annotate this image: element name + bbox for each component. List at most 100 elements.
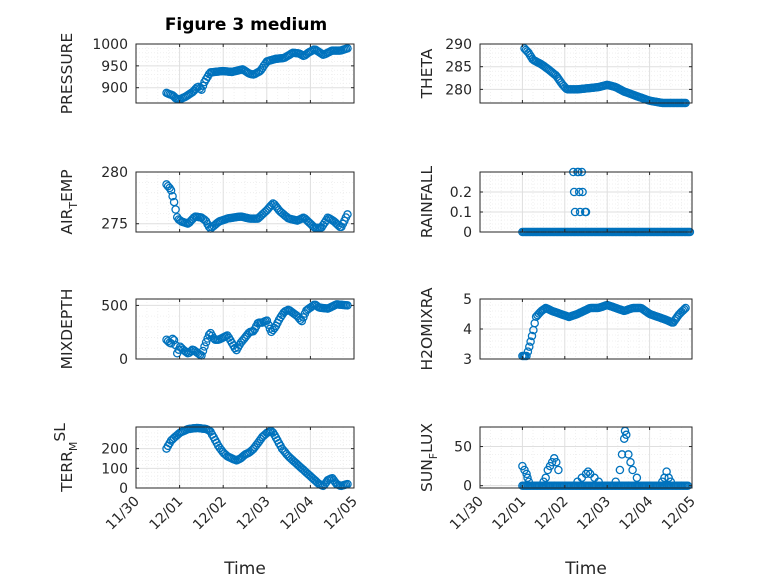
axes-box: [135, 298, 355, 360]
y-axis-label: RAINFALL: [418, 165, 436, 238]
data-point: [632, 473, 642, 483]
y-axis-label: AIRTEMP: [58, 169, 80, 234]
y-tick-label: 0: [463, 225, 472, 241]
y-tick-label: 290: [445, 37, 472, 53]
figure-title: Figure 3 medium: [165, 15, 327, 35]
data-point: [574, 187, 584, 197]
y-tick-label: 100: [101, 461, 128, 477]
y-axis-label-main: AIR: [58, 208, 76, 234]
axes-box: [479, 43, 693, 104]
subplot-5: 0 500 MIXDEPTH: [58, 289, 355, 370]
subplot-1: 900 950 1000 PRESSURE: [58, 33, 355, 115]
y-tick-label: 5: [463, 292, 472, 308]
data-point: [523, 347, 533, 356]
data-point: [578, 187, 587, 197]
data-point: [197, 85, 206, 94]
data-point: [171, 205, 180, 214]
y-axis-label: TERRMSL: [51, 423, 80, 493]
data-point: [624, 450, 633, 459]
data-point: [299, 313, 308, 322]
x-axis-label: Time: [223, 559, 266, 579]
y-axis-label-main: RAINFALL: [418, 165, 436, 238]
data-point: [526, 337, 535, 346]
data-point: [594, 477, 603, 486]
data-point: [554, 465, 563, 475]
data-point: [611, 477, 620, 486]
data-point: [200, 342, 209, 351]
data-point: [524, 477, 534, 486]
data-point: [198, 81, 208, 91]
subplot-4: 0 0.1 0.2 RAINFALL: [418, 165, 695, 241]
y-tick-label: 200: [101, 442, 128, 458]
y-axis-label-main: THETA: [418, 48, 436, 99]
y-tick-label: 500: [101, 298, 128, 314]
data-point: [570, 207, 580, 217]
y-axis-label-superscript: SL: [51, 423, 69, 442]
y-tick-label: 900: [101, 81, 128, 97]
data-point: [680, 305, 689, 314]
axes-box: [479, 426, 693, 489]
y-tick-label: 3: [463, 352, 472, 368]
y-axis-label-main: H2OMIXRA: [418, 287, 436, 370]
y-tick-label: 950: [101, 59, 128, 75]
y-tick-label: 0.1: [450, 205, 472, 221]
y-tick-label: 0: [119, 481, 128, 497]
axes-box: [135, 43, 355, 104]
data-point: [575, 207, 585, 217]
data-point: [583, 467, 593, 476]
data-point: [525, 342, 534, 351]
axes-box: [479, 171, 693, 233]
data-point: [626, 457, 635, 467]
x-axis-label: Time: [564, 559, 607, 579]
data-point: [552, 457, 561, 467]
data-point: [317, 49, 326, 58]
data-point: [524, 48, 533, 58]
data-point: [343, 44, 352, 53]
y-tick-label: 285: [445, 60, 472, 76]
y-axis-label: PRESSURE: [58, 33, 76, 115]
data-point: [569, 187, 579, 197]
data-point: [678, 306, 688, 315]
subplot-2: 280 285 290 THETA: [418, 37, 693, 108]
y-axis-label-subscript: M: [67, 442, 80, 452]
subplot-3: 275 280 AIRTEMP: [58, 165, 355, 235]
y-axis-label-subscript: F: [427, 453, 440, 459]
y-axis-label: THETA: [418, 48, 436, 99]
y-axis-label-main: SUN: [418, 459, 436, 492]
data-point: [168, 191, 177, 201]
axes-box: [135, 171, 355, 233]
y-axis-label-subscript: T: [67, 202, 80, 210]
y-axis-label: SUNFLUX: [418, 423, 440, 492]
data-point: [169, 335, 179, 345]
y-axis-label: H2OMIXRA: [418, 287, 436, 370]
data-point: [198, 346, 208, 356]
y-tick-label: 50: [454, 440, 472, 456]
y-axis-label-main: PRESSURE: [58, 33, 76, 115]
data-point: [617, 450, 627, 459]
axes-box: [135, 426, 355, 489]
y-tick-label: 0.2: [450, 185, 472, 201]
y-axis-label-main: TERR: [58, 451, 76, 493]
data-point: [681, 303, 690, 313]
data-point: [343, 210, 352, 219]
data-point: [166, 186, 176, 195]
y-tick-label: 0: [463, 479, 472, 495]
y-tick-label: 1000: [92, 37, 128, 53]
data-point: [541, 473, 550, 483]
data-point: [522, 469, 531, 479]
data-point: [523, 473, 532, 483]
data-point: [666, 477, 676, 486]
y-tick-label: 280: [101, 165, 128, 181]
data-point: [525, 50, 535, 60]
y-tick-label: 275: [101, 217, 128, 233]
y-axis-label-tail: LUX: [418, 423, 436, 453]
data-point: [622, 430, 631, 440]
y-axis-label: MIXDEPTH: [58, 289, 76, 370]
data-point: [628, 465, 637, 475]
subplot-6: 3 4 5 H2OMIXRA: [418, 287, 693, 371]
y-axis-label-tail: EMP: [58, 169, 76, 202]
data-point: [262, 316, 272, 325]
y-tick-label: 4: [463, 322, 472, 338]
data-point: [615, 465, 625, 475]
